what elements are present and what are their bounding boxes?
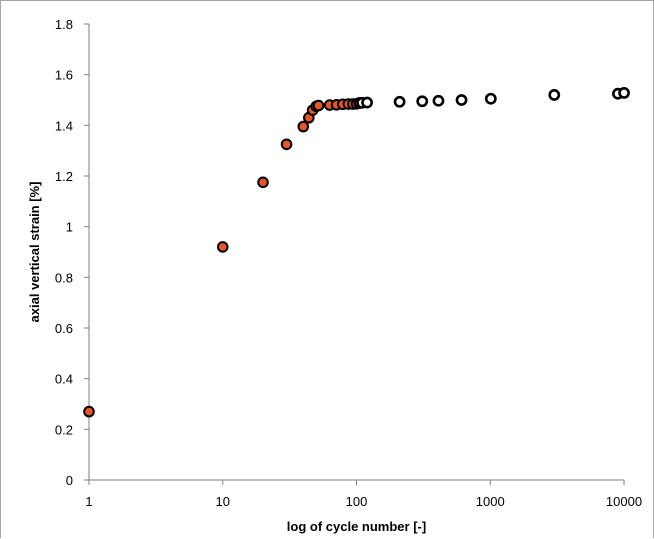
y-tick-label: 1.6 — [55, 68, 73, 83]
open-data-point — [416, 95, 429, 108]
tick-marks — [84, 23, 625, 485]
y-tick-label: 0.8 — [55, 270, 73, 285]
y-tick-label: 0.2 — [55, 422, 73, 437]
x-tick-label: 10 — [216, 494, 230, 509]
y-axis-title: axial vertical strain [%] — [27, 182, 42, 323]
open-data-point — [393, 95, 406, 108]
open-data-point — [432, 94, 445, 107]
tick-labels: 0 0.2 0.4 0.6 0.8 1 1.2 1.4 1.6 1.8 1 10 100 1000 1000… — [55, 17, 642, 509]
filled-data-point — [297, 120, 310, 133]
y-tick-label: 1.4 — [55, 118, 73, 133]
x-tick-label: 100 — [346, 494, 368, 509]
x-tick-label: 10000 — [606, 494, 642, 509]
filled-data-point — [83, 405, 95, 418]
y-tick-label: 1.8 — [55, 17, 73, 32]
filled-data-point — [216, 241, 229, 253]
y-tick-label: 0.4 — [55, 372, 73, 387]
open-data-point — [484, 92, 497, 105]
axes — [88, 24, 624, 481]
y-tick-label: 1.2 — [55, 169, 73, 184]
filled-data-point — [280, 138, 293, 151]
data-points — [83, 87, 630, 418]
x-tick-label: 1 — [85, 494, 92, 509]
open-data-point — [548, 89, 561, 101]
y-tick-label: 0 — [66, 473, 73, 488]
x-tick-label: 1000 — [476, 494, 505, 509]
open-data-point — [618, 87, 630, 99]
y-tick-label: 0.6 — [55, 321, 73, 336]
filled-data-point — [257, 176, 269, 189]
y-tick-label: 1 — [66, 220, 73, 235]
filled-data-point — [312, 99, 325, 112]
x-axis-title: log of cycle number [-] — [287, 519, 426, 534]
open-data-point — [455, 94, 468, 106]
open-data-point — [361, 96, 373, 109]
